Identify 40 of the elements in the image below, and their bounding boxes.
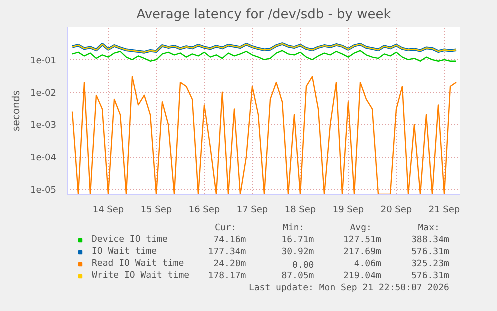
text: 24.20m bbox=[214, 260, 246, 270]
text: 325.23m bbox=[412, 260, 450, 270]
legend-label: Read IO Wait time bbox=[92, 258, 184, 270]
x-tick-label: 21 Sep bbox=[428, 206, 460, 216]
text: Cur: bbox=[215, 224, 237, 234]
text: 87.05m bbox=[282, 272, 314, 282]
y-tick-label: 1e-03 bbox=[30, 121, 57, 132]
text: 0.00 bbox=[292, 261, 314, 271]
x-tick-label: 16 Sep bbox=[188, 206, 220, 216]
x-tick-label: 19 Sep bbox=[332, 206, 364, 216]
text: 4.06m bbox=[354, 260, 382, 270]
text: Avg: bbox=[350, 224, 372, 234]
x-tick-label: 14 Sep bbox=[92, 206, 124, 216]
x-tick-label: 20 Sep bbox=[380, 206, 412, 216]
text: 388.34m bbox=[412, 236, 450, 246]
x-tick-label: 18 Sep bbox=[284, 206, 316, 216]
y-tick-label: 1e-02 bbox=[30, 88, 57, 99]
text: Min: bbox=[283, 224, 305, 234]
y-tick-label: 1e-04 bbox=[30, 154, 57, 164]
text: Last update: Mon Sep 21 22:50:07 2026 bbox=[248, 284, 450, 294]
text: 219.04m bbox=[343, 272, 382, 282]
text: 127.51m bbox=[343, 236, 382, 246]
text: 74.16m bbox=[214, 236, 246, 246]
text: 30.92m bbox=[282, 248, 314, 258]
x-tick-label: 17 Sep bbox=[236, 206, 268, 216]
legend-label: Device IO time bbox=[92, 234, 168, 246]
legend-label: Write IO Wait time bbox=[92, 270, 190, 282]
y-tick-label: 1e-05 bbox=[30, 186, 57, 196]
text: Max: bbox=[418, 224, 440, 234]
x-tick-label: 15 Sep bbox=[140, 206, 172, 216]
text: 177.34m bbox=[208, 248, 246, 258]
text: 217.69m bbox=[343, 248, 382, 258]
text: 576.31m bbox=[412, 248, 450, 258]
text: 178.17m bbox=[208, 272, 246, 282]
text: 16.71m bbox=[282, 236, 314, 246]
y-axis-title: seconds bbox=[12, 90, 23, 132]
text: 576.31m bbox=[412, 272, 450, 282]
legend-label: IO Wait time bbox=[92, 246, 158, 258]
chart-title: Average latency for /dev/sdb - by week bbox=[136, 8, 392, 22]
y-tick-label: 1e-01 bbox=[30, 56, 57, 66]
